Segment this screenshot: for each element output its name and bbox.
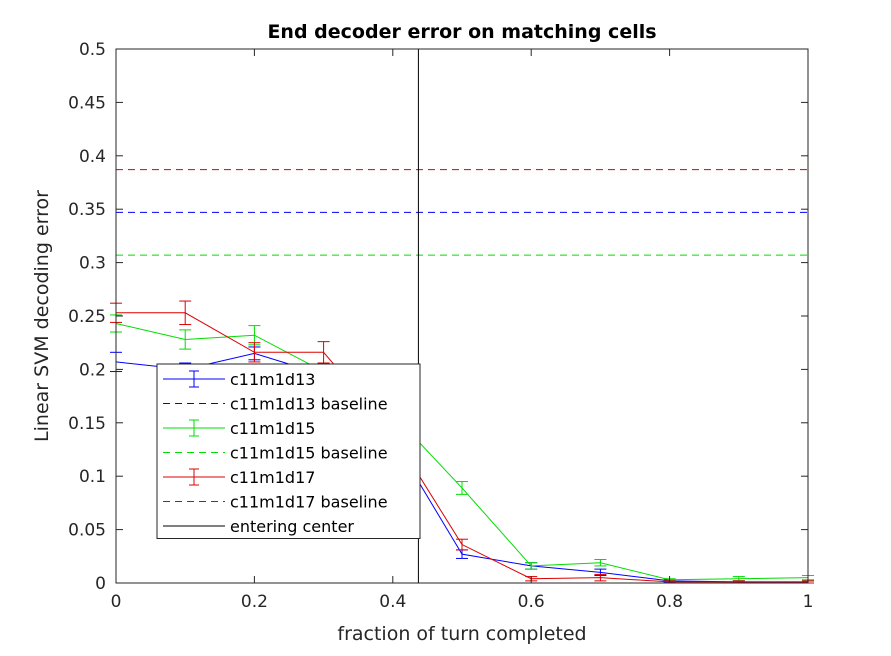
y-tick-label: 0.2: [79, 360, 106, 380]
y-tick-label: 0: [95, 574, 106, 594]
y-tick-label: 0.5: [79, 40, 106, 60]
legend-item: c11m1d15: [163, 419, 315, 438]
y-tick-label: 0.3: [79, 254, 106, 274]
x-tick-label: 0.2: [241, 592, 268, 612]
y-tick-label: 0.45: [68, 93, 106, 113]
legend-item: c11m1d17: [163, 468, 315, 487]
legend-label: c11m1d15 baseline: [230, 444, 388, 463]
legend-label: c11m1d17: [230, 468, 315, 487]
x-tick-label: 0.6: [518, 592, 545, 612]
x-axis-label: fraction of turn completed: [337, 623, 586, 645]
legend-label: entering center: [230, 517, 354, 536]
legend-label: c11m1d17 baseline: [230, 493, 388, 512]
y-tick-label: 0.05: [68, 521, 106, 541]
legend-item: c11m1d15 baseline: [163, 444, 388, 463]
x-tick-label: 0: [111, 592, 122, 612]
legend-box: [156, 363, 421, 539]
x-tick-label: 0.8: [656, 592, 683, 612]
legend-label: c11m1d13: [230, 370, 315, 389]
legend-item: c11m1d13 baseline: [163, 395, 388, 414]
chart-title: End decoder error on matching cells: [267, 21, 656, 43]
legend: c11m1d13 c11m1d13 baseline c11m1d15 c11m1d1…: [156, 363, 421, 539]
x-tick-label: 1: [803, 592, 814, 612]
y-tick-label: 0.25: [68, 307, 106, 327]
x-tick-label: 0.4: [379, 592, 406, 612]
y-tick-label: 0.35: [68, 200, 106, 220]
legend-item: c11m1d17 baseline: [163, 493, 388, 512]
y-tick-label: 0.4: [79, 147, 106, 167]
ticks-layer: 0 0.2 0.4 0.6 0.8 1 0 0.05 0.1 0.15 0.2 0.25 0.3 0.35…: [68, 40, 813, 612]
series-c11m1d17: [110, 300, 814, 584]
y-tick-label: 0.15: [68, 414, 106, 434]
legend-item: entering center: [163, 517, 354, 536]
legend-label: c11m1d13 baseline: [230, 395, 388, 414]
y-tick-label: 0.1: [79, 467, 106, 487]
legend-item: c11m1d13: [163, 370, 315, 389]
y-axis-label: Linear SVM decoding error: [31, 190, 53, 442]
legend-label: c11m1d15: [230, 419, 315, 438]
